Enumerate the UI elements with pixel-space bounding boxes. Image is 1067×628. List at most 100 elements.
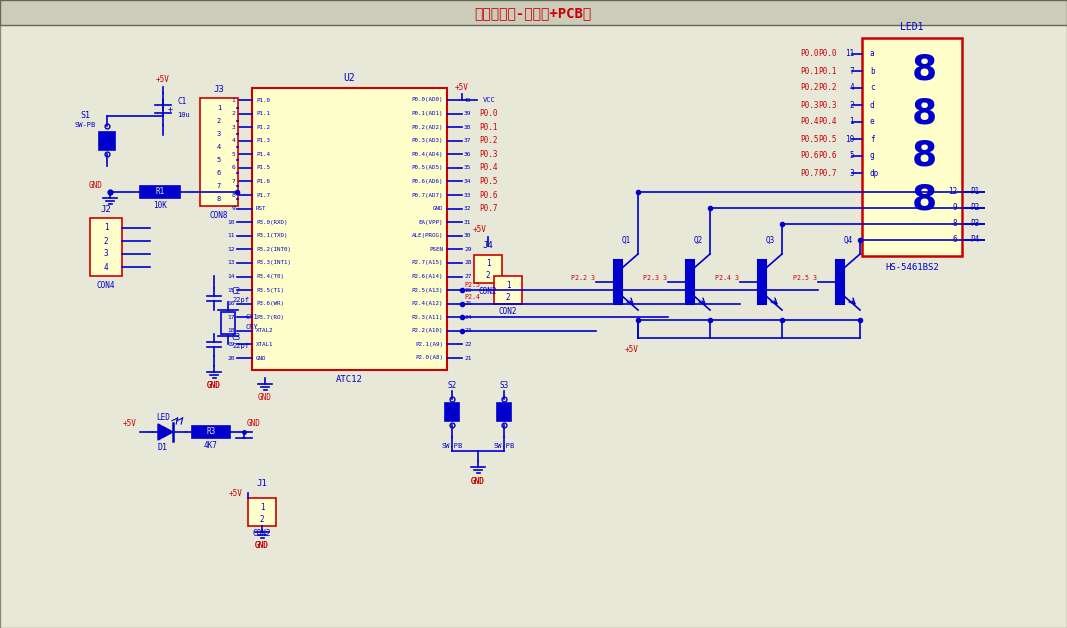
Text: R3: R3 [206, 428, 216, 436]
Text: e: e [870, 117, 875, 126]
Text: 4: 4 [217, 144, 221, 150]
Text: 3: 3 [103, 249, 109, 259]
Text: P0.5: P0.5 [479, 177, 497, 186]
Text: 22pf: 22pf [232, 297, 249, 303]
Text: P3.0(RXD): P3.0(RXD) [256, 220, 287, 225]
Bar [614, 260, 622, 304]
Text: P3.5(T1): P3.5(T1) [256, 288, 284, 293]
Text: 31: 31 [464, 220, 472, 225]
Text: P1.7: P1.7 [256, 193, 270, 198]
Text: 1: 1 [232, 97, 235, 102]
Text: 12: 12 [947, 188, 957, 197]
Text: GND: GND [207, 381, 221, 391]
Text: R1: R1 [156, 188, 164, 197]
Text: 1: 1 [849, 117, 854, 126]
Text: 4: 4 [103, 263, 109, 271]
Text: P3: P3 [970, 220, 980, 229]
Text: P0.4: P0.4 [818, 117, 837, 126]
Text: CON2: CON2 [498, 308, 517, 317]
Text: P2: P2 [970, 203, 980, 212]
Text: P3.2(INT0): P3.2(INT0) [256, 247, 291, 252]
Text: P0.7(AD7): P0.7(AD7) [412, 193, 443, 198]
Text: a: a [870, 50, 875, 58]
Bar [0, 0, 1067, 25]
Text: P1.5: P1.5 [256, 165, 270, 170]
Text: ALE(PROG): ALE(PROG) [412, 233, 443, 238]
Text: P0.6: P0.6 [479, 190, 497, 200]
Text: P0.1: P0.1 [800, 67, 818, 75]
Text: 10K: 10K [153, 202, 166, 210]
Text: P0.2(AD2): P0.2(AD2) [412, 124, 443, 129]
Text: P0.0: P0.0 [479, 109, 497, 118]
Text: P3.6(WR): P3.6(WR) [256, 301, 284, 306]
Bar [862, 38, 962, 256]
Text: 8: 8 [911, 139, 937, 173]
Text: P2.5 3: P2.5 3 [793, 275, 817, 281]
Text: EA(VPP): EA(VPP) [418, 220, 443, 225]
Text: 10: 10 [227, 220, 235, 225]
Text: GND: GND [89, 181, 102, 190]
Text: P0.6: P0.6 [818, 151, 837, 161]
Text: 1: 1 [259, 502, 265, 511]
Text: 34: 34 [464, 179, 472, 184]
Text: Q2: Q2 [694, 236, 703, 244]
Text: 2: 2 [506, 293, 510, 301]
Text: SW-PB: SW-PB [75, 122, 96, 128]
Text: P0.7: P0.7 [479, 204, 497, 213]
Text: 1: 1 [103, 224, 109, 232]
Text: 1: 1 [217, 105, 221, 111]
Text: CON8: CON8 [210, 210, 228, 220]
Text: 35: 35 [464, 165, 472, 170]
Bar [445, 403, 459, 421]
Text: D1: D1 [158, 443, 168, 453]
Text: P0.2: P0.2 [479, 136, 497, 145]
Text: P1.1: P1.1 [256, 111, 270, 116]
Text: P0.0: P0.0 [818, 50, 837, 58]
Text: P0.6(AD6): P0.6(AD6) [412, 179, 443, 184]
Text: P0.5: P0.5 [818, 134, 837, 144]
Text: U2: U2 [344, 73, 355, 83]
Text: P0.3: P0.3 [800, 100, 818, 109]
Text: SW-PB: SW-PB [442, 443, 463, 449]
Bar [837, 260, 844, 304]
Text: 21: 21 [464, 355, 472, 360]
Text: 10: 10 [845, 134, 854, 144]
Text: 8: 8 [911, 53, 937, 87]
Bar [99, 132, 115, 150]
Text: 13: 13 [227, 261, 235, 266]
Text: Q1: Q1 [621, 236, 631, 244]
Text: P0.1: P0.1 [818, 67, 837, 75]
Bar [497, 403, 511, 421]
Text: P0.1: P0.1 [479, 122, 497, 132]
Text: XTAL2: XTAL2 [256, 328, 273, 333]
Text: 5: 5 [849, 151, 854, 161]
Text: P0.3: P0.3 [479, 150, 497, 159]
Text: LED: LED [156, 413, 170, 423]
Text: P0.7: P0.7 [800, 168, 818, 178]
Text: P0.0(AD0): P0.0(AD0) [412, 97, 443, 102]
Text: +5V: +5V [455, 82, 468, 92]
Text: P0.4: P0.4 [479, 163, 497, 173]
Text: 17: 17 [227, 315, 235, 320]
Text: 16: 16 [227, 301, 235, 306]
Text: 5: 5 [217, 157, 221, 163]
Bar [686, 260, 694, 304]
Text: PSEN: PSEN [429, 247, 443, 252]
Text: 4: 4 [849, 84, 854, 92]
Text: S2: S2 [447, 381, 457, 389]
Text: P2.3(A11): P2.3(A11) [412, 315, 443, 320]
Text: GND: GND [255, 541, 269, 551]
Text: GND: GND [258, 394, 272, 403]
Text: 22: 22 [464, 342, 472, 347]
Text: 4K7: 4K7 [204, 441, 218, 450]
Text: 7: 7 [232, 179, 235, 184]
Text: GND: GND [255, 541, 269, 551]
Bar [248, 498, 276, 526]
Text: P2.5: P2.5 [464, 282, 480, 288]
Text: 26: 26 [464, 288, 472, 293]
Text: 22pf: 22pf [232, 343, 249, 349]
Text: 2: 2 [103, 237, 109, 246]
Text: 39: 39 [464, 111, 472, 116]
Text: CON4: CON4 [97, 281, 115, 290]
Text: 7: 7 [849, 67, 854, 75]
